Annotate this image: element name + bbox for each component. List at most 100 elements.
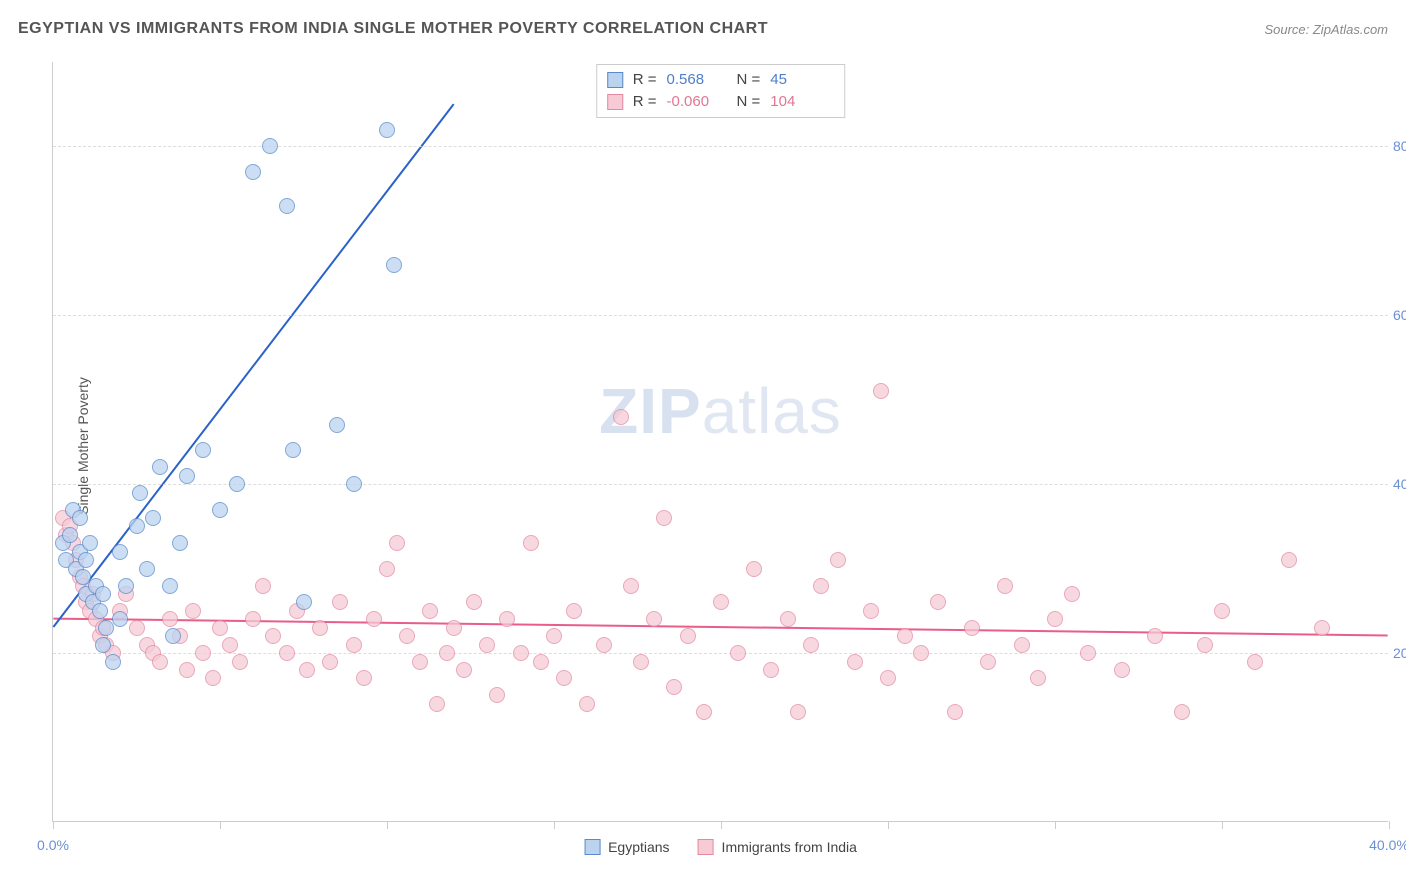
point-india [947, 704, 963, 720]
point-egyptians [105, 654, 121, 670]
point-india [1281, 552, 1297, 568]
x-tick [53, 821, 54, 829]
point-india [556, 670, 572, 686]
x-tick [721, 821, 722, 829]
point-egyptians [145, 510, 161, 526]
point-india [279, 645, 295, 661]
gridline [53, 653, 1388, 654]
x-tick-label: 40.0% [1369, 837, 1406, 853]
point-india [332, 594, 348, 610]
point-india [646, 611, 662, 627]
legend-item-india: Immigrants from India [698, 839, 857, 855]
stat-r-label: R = [633, 69, 657, 91]
gridline [53, 315, 1388, 316]
point-egyptians [92, 603, 108, 619]
point-india [813, 578, 829, 594]
point-india [790, 704, 806, 720]
point-egyptians [72, 510, 88, 526]
point-egyptians [139, 561, 155, 577]
point-india [429, 696, 445, 712]
point-india [379, 561, 395, 577]
point-india [152, 654, 168, 670]
point-india [997, 578, 1013, 594]
point-india [129, 620, 145, 636]
point-india [399, 628, 415, 644]
point-india [566, 603, 582, 619]
point-egyptians [229, 476, 245, 492]
point-india [466, 594, 482, 610]
y-tick-label: 60.0% [1393, 307, 1406, 323]
chart-title: EGYPTIAN VS IMMIGRANTS FROM INDIA SINGLE… [18, 20, 768, 38]
point-egyptians [78, 552, 94, 568]
x-tick-label: 0.0% [37, 837, 69, 853]
point-india [623, 578, 639, 594]
point-india [680, 628, 696, 644]
point-egyptians [132, 485, 148, 501]
point-india [780, 611, 796, 627]
x-tick [1222, 821, 1223, 829]
point-egyptians [285, 442, 301, 458]
point-india [346, 637, 362, 653]
point-india [1174, 704, 1190, 720]
x-tick [888, 821, 889, 829]
point-egyptians [346, 476, 362, 492]
point-egyptians [245, 164, 261, 180]
point-india [179, 662, 195, 678]
point-india [1214, 603, 1230, 619]
bottom-legend: Egyptians Immigrants from India [584, 839, 857, 855]
stat-n-label: N = [737, 69, 761, 91]
point-india [1047, 611, 1063, 627]
point-india [613, 409, 629, 425]
point-india [439, 645, 455, 661]
point-india [913, 645, 929, 661]
point-india [212, 620, 228, 636]
point-india [195, 645, 211, 661]
point-india [1030, 670, 1046, 686]
point-egyptians [296, 594, 312, 610]
stats-row-india: R = -0.060 N = 104 [607, 91, 831, 113]
point-india [162, 611, 178, 627]
point-india [356, 670, 372, 686]
point-india [299, 662, 315, 678]
point-india [746, 561, 762, 577]
point-india [255, 578, 271, 594]
point-egyptians [279, 198, 295, 214]
point-egyptians [112, 611, 128, 627]
point-india [222, 637, 238, 653]
stats-row-egyptians: R = 0.568 N = 45 [607, 69, 831, 91]
point-india [546, 628, 562, 644]
point-india [596, 637, 612, 653]
stat-n-india: 104 [770, 91, 830, 113]
x-tick [1389, 821, 1390, 829]
point-egyptians [82, 535, 98, 551]
source-label: Source: ZipAtlas.com [1264, 22, 1388, 37]
point-india [1080, 645, 1096, 661]
point-india [366, 611, 382, 627]
point-india [523, 535, 539, 551]
point-india [980, 654, 996, 670]
point-egyptians [95, 637, 111, 653]
point-india [964, 620, 980, 636]
point-egyptians [95, 586, 111, 602]
watermark: ZIPatlas [599, 374, 842, 448]
point-india [412, 654, 428, 670]
point-egyptians [112, 544, 128, 560]
y-tick-label: 40.0% [1393, 476, 1406, 492]
swatch-india [698, 839, 714, 855]
y-tick-label: 20.0% [1393, 645, 1406, 661]
point-egyptians [329, 417, 345, 433]
stats-legend: R = 0.568 N = 45 R = -0.060 N = 104 [596, 64, 846, 118]
point-egyptians [386, 257, 402, 273]
point-india [930, 594, 946, 610]
stat-n-egyptians: 45 [770, 69, 830, 91]
y-tick-label: 80.0% [1393, 138, 1406, 154]
point-india [897, 628, 913, 644]
point-egyptians [118, 578, 134, 594]
point-india [1147, 628, 1163, 644]
point-india [830, 552, 846, 568]
point-india [696, 704, 712, 720]
point-india [489, 687, 505, 703]
point-india [666, 679, 682, 695]
gridline [53, 484, 1388, 485]
point-india [713, 594, 729, 610]
